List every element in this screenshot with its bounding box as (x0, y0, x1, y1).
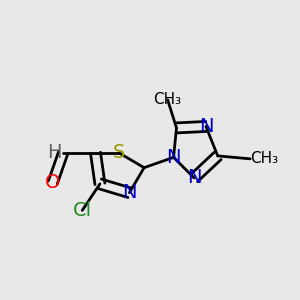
Text: H: H (47, 143, 62, 162)
Text: N: N (187, 169, 201, 188)
Text: CH₃: CH₃ (154, 92, 182, 107)
Text: S: S (113, 143, 125, 162)
Text: N: N (199, 117, 213, 136)
Text: N: N (122, 183, 136, 202)
Text: Cl: Cl (73, 201, 92, 220)
Text: N: N (166, 148, 181, 167)
Text: CH₃: CH₃ (250, 151, 278, 166)
Text: O: O (45, 173, 61, 192)
